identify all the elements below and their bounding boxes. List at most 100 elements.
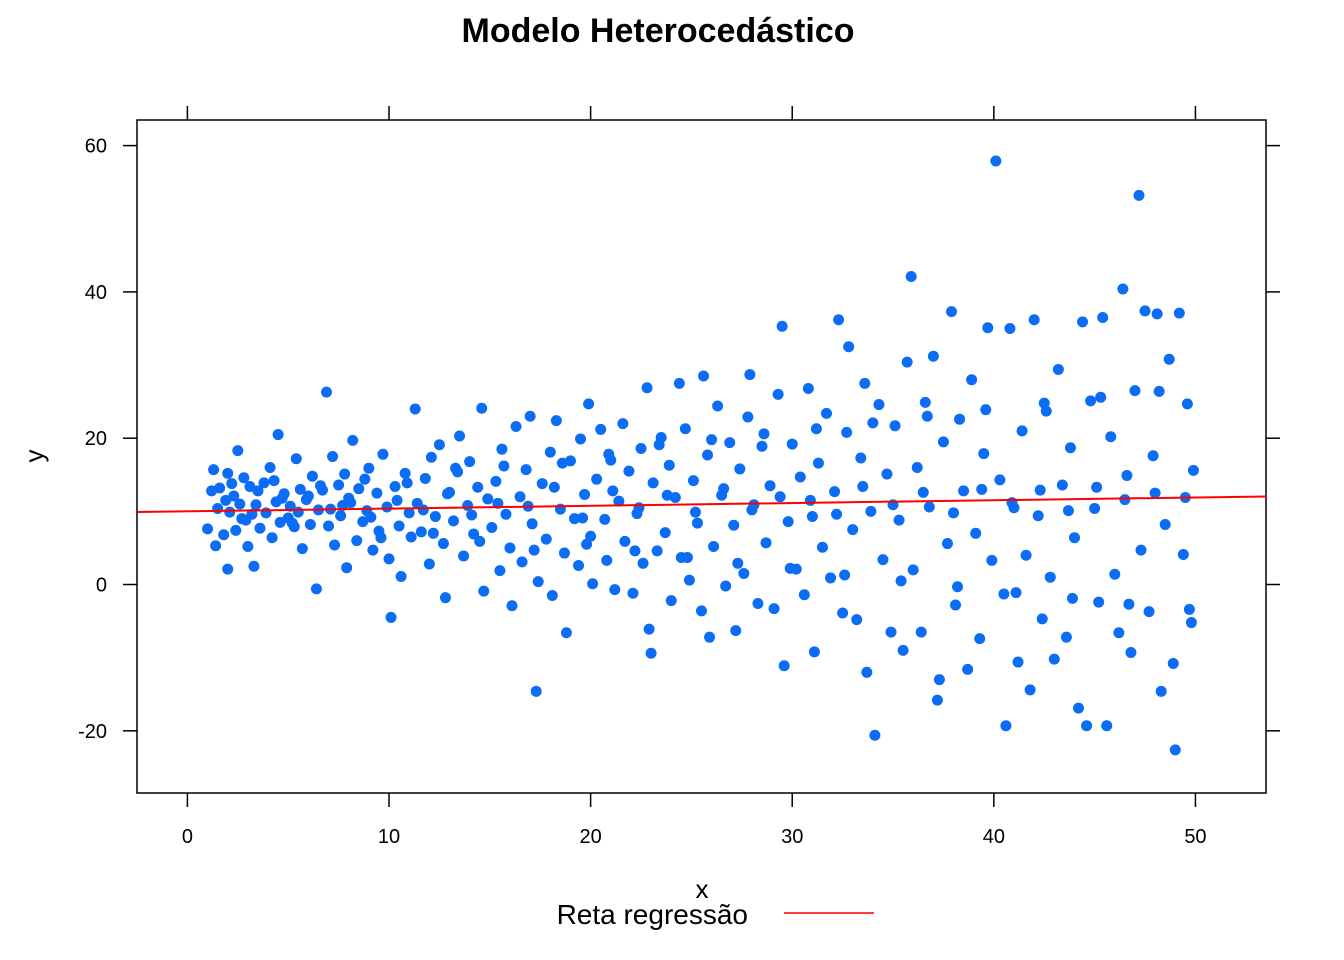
data-point bbox=[833, 314, 845, 326]
data-point bbox=[728, 519, 740, 531]
data-point bbox=[252, 485, 264, 497]
data-point bbox=[877, 554, 889, 566]
data-point bbox=[718, 483, 730, 495]
data-point bbox=[1032, 510, 1044, 522]
data-point bbox=[579, 489, 591, 501]
data-point bbox=[268, 475, 280, 487]
data-point bbox=[230, 524, 242, 536]
data-point bbox=[724, 437, 736, 449]
data-point bbox=[1081, 720, 1093, 732]
regression-line bbox=[136, 495, 1267, 514]
axis-ticks: 0 10 20 30 40 50 -20 0 20 40 60 bbox=[78, 106, 1280, 848]
data-point bbox=[978, 448, 990, 460]
data-point bbox=[901, 356, 913, 368]
data-point bbox=[246, 508, 258, 520]
data-point bbox=[1091, 481, 1103, 493]
data-point bbox=[966, 374, 978, 386]
data-point bbox=[774, 491, 786, 503]
data-point bbox=[659, 527, 671, 539]
data-point bbox=[556, 457, 568, 469]
data-point bbox=[679, 423, 691, 435]
data-point bbox=[544, 446, 556, 458]
x-tick-label: 50 bbox=[1184, 826, 1206, 848]
data-point bbox=[526, 518, 538, 530]
data-point bbox=[458, 550, 470, 562]
data-point bbox=[335, 510, 347, 522]
data-point bbox=[970, 527, 982, 539]
data-point bbox=[498, 460, 510, 472]
data-point bbox=[843, 341, 855, 353]
data-point bbox=[367, 544, 379, 556]
data-point bbox=[294, 483, 306, 495]
data-point bbox=[1020, 549, 1032, 561]
data-point bbox=[272, 429, 284, 441]
data-point bbox=[254, 522, 266, 534]
data-point bbox=[730, 625, 742, 637]
data-point bbox=[786, 438, 798, 450]
data-point bbox=[627, 587, 639, 599]
data-point bbox=[702, 449, 714, 461]
data-point bbox=[633, 502, 645, 514]
data-point bbox=[558, 547, 570, 559]
data-point bbox=[472, 481, 484, 493]
data-point bbox=[478, 585, 490, 597]
data-point bbox=[504, 542, 516, 554]
data-point bbox=[1159, 519, 1171, 531]
data-point bbox=[1093, 596, 1105, 608]
data-point bbox=[454, 430, 466, 442]
data-point bbox=[683, 574, 695, 586]
data-point bbox=[782, 516, 794, 528]
data-point bbox=[238, 472, 250, 484]
data-point bbox=[405, 531, 417, 543]
data-point bbox=[738, 568, 750, 580]
data-point bbox=[506, 600, 518, 612]
data-point bbox=[865, 505, 877, 517]
data-point bbox=[296, 543, 308, 555]
data-point bbox=[1123, 598, 1135, 610]
data-point bbox=[377, 448, 389, 460]
data-point bbox=[798, 589, 810, 601]
data-point bbox=[1125, 647, 1137, 659]
data-point bbox=[911, 461, 923, 473]
data-point bbox=[784, 562, 796, 574]
data-point bbox=[810, 423, 822, 435]
data-point bbox=[437, 538, 449, 550]
data-point bbox=[1121, 470, 1133, 482]
data-point bbox=[1135, 544, 1147, 556]
data-point bbox=[1151, 308, 1163, 320]
data-point bbox=[202, 523, 214, 535]
data-point bbox=[1034, 484, 1046, 496]
data-point bbox=[395, 570, 407, 582]
data-point bbox=[510, 421, 522, 433]
y-axis-label: y bbox=[19, 450, 49, 463]
data-point bbox=[1181, 398, 1193, 410]
data-point bbox=[573, 559, 585, 571]
data-point bbox=[226, 478, 238, 490]
data-point bbox=[698, 370, 710, 382]
data-point bbox=[720, 580, 732, 592]
data-point bbox=[1036, 613, 1048, 625]
data-point bbox=[419, 472, 431, 484]
x-tick-label: 20 bbox=[579, 826, 601, 848]
data-point bbox=[1187, 464, 1199, 476]
data-point bbox=[530, 685, 542, 697]
data-point bbox=[1095, 391, 1107, 403]
data-point bbox=[607, 485, 619, 497]
data-point bbox=[931, 694, 943, 706]
data-point bbox=[550, 415, 562, 427]
data-point bbox=[327, 451, 339, 462]
data-point bbox=[423, 558, 435, 570]
data-point bbox=[629, 545, 641, 557]
chart-title: Modelo Heterocedástico bbox=[462, 12, 855, 50]
data-point bbox=[941, 538, 953, 550]
data-point bbox=[756, 440, 768, 452]
data-point bbox=[1149, 487, 1161, 499]
data-point bbox=[1109, 568, 1121, 580]
data-point bbox=[375, 532, 387, 544]
y-tick-label: -20 bbox=[78, 721, 107, 743]
data-point bbox=[1048, 653, 1060, 665]
data-point bbox=[760, 537, 772, 549]
data-point bbox=[893, 514, 905, 526]
data-point bbox=[1073, 702, 1085, 714]
data-point bbox=[927, 350, 939, 362]
